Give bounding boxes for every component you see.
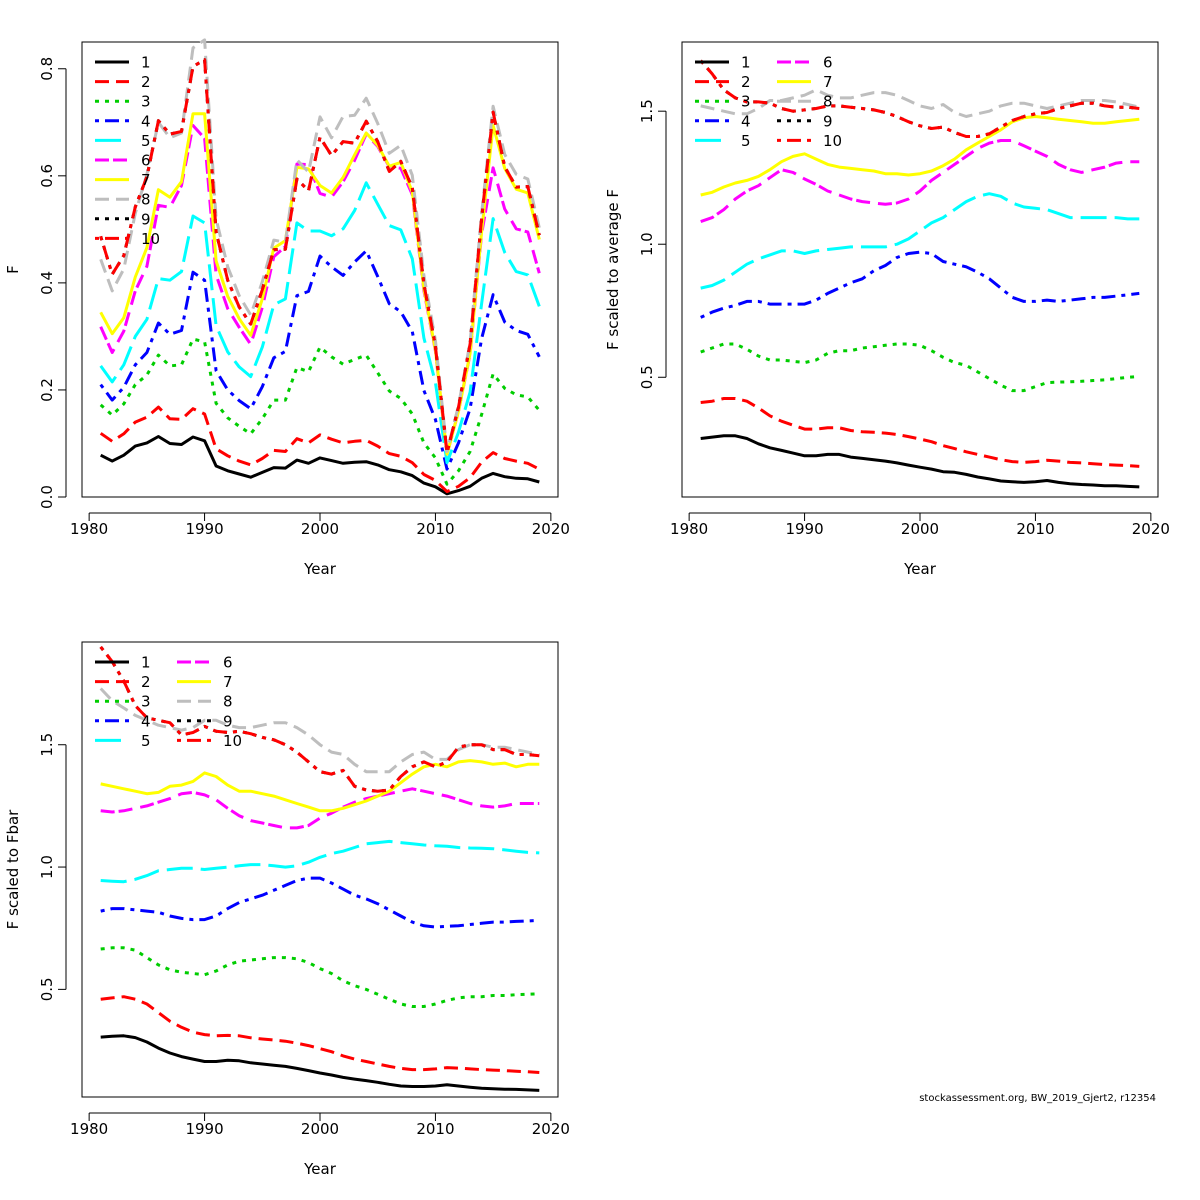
series-line-5 [99,181,541,465]
x-tick-label: 2020 [532,520,570,538]
x-axis-title: Year [303,560,337,578]
x-tick-label: 2020 [532,1120,570,1138]
x-tick-label: 1990 [185,520,223,538]
series-line-3 [100,946,540,1008]
x-axis-title: Year [903,560,937,578]
legend-label-2: 2 [141,73,151,91]
legend-label-1: 1 [141,54,151,72]
x-tick-label: 2000 [301,520,339,538]
y-tick-label: 0.0 [38,485,56,509]
series-line-2 [99,405,540,494]
chart-panel-3: 1980 1990 2000 2010 2020 Year 0.5 1.0 1.5 F scale… [4,641,570,1178]
y-axis-title: F [4,265,22,274]
series-line-5 [100,839,540,884]
legend-label-8: 8 [223,693,233,711]
series-line-7 [99,112,541,456]
y-axis-title: F scaled to average F [604,189,622,350]
series-line-10 [699,59,1140,138]
series-line-5 [700,192,1140,290]
footer-credit: stockassessment.org, BW_2019_Gjert2, r12… [919,1093,1156,1104]
plot-frame [81,41,559,498]
series-line-4 [99,249,541,471]
y-tick-label: 0.5 [38,977,56,1001]
x-tick-label: 1980 [670,520,708,538]
series-line-9 [99,645,540,793]
y-tick-label: 1.5 [38,733,56,757]
legend-label-3: 3 [141,693,151,711]
series-line-1 [100,1034,540,1092]
x-tick-label: 2010 [416,520,454,538]
x-tick-label: 2020 [1132,520,1170,538]
legend-label-10: 10 [823,132,842,150]
series-line-8 [700,88,1140,118]
series-line-6 [99,124,541,456]
legend-label-1: 1 [141,654,151,672]
series-line-3 [99,337,541,486]
series-line-2 [700,397,1140,468]
x-axis-title: Year [303,1160,337,1178]
chart-panel-2: 1980 1990 2000 2010 2020 Year 0.5 1.0 1.5 F scale… [604,41,1170,578]
series-line-10 [99,58,541,455]
y-axis-title: F scaled to Fbar [4,809,22,930]
legend-label-6: 6 [223,654,233,672]
legend-label-3: 3 [741,93,751,111]
legend-label-5: 5 [141,732,151,750]
series-line-7 [100,759,540,813]
series-line-4 [100,876,540,929]
legend-label-7: 7 [141,171,151,189]
legend-label-6: 6 [141,152,151,170]
series-line-6 [100,787,540,830]
legend-label-8: 8 [823,93,833,111]
series-line-10 [99,645,540,793]
x-tick-label: 2000 [301,1120,339,1138]
legend-label-4: 4 [141,712,151,730]
legend-label-8: 8 [141,191,151,209]
legend-label-1: 1 [741,54,751,72]
x-tick-label: 1980 [70,1120,108,1138]
legend-label-2: 2 [741,73,751,91]
legend-label-2: 2 [141,673,151,691]
y-tick-label: 0.8 [38,57,56,81]
x-tick-label: 1990 [185,1120,223,1138]
legend-label-3: 3 [141,93,151,111]
legend-label-6: 6 [823,54,833,72]
plot-frame [681,41,1159,498]
x-tick-label: 2010 [416,1120,454,1138]
y-tick-label: 0.4 [38,271,56,295]
x-tick-label: 1980 [70,520,108,538]
legend-label-10: 10 [223,732,242,750]
legend-label-7: 7 [823,73,833,91]
y-tick-label: 1.0 [38,855,56,879]
y-tick-label: 0.6 [38,164,56,188]
plot-frame [81,641,559,1098]
legend-label-9: 9 [141,210,151,228]
y-tick-label: 1.5 [638,99,656,123]
series-line-1 [100,435,540,496]
legend-label-7: 7 [223,673,233,691]
y-tick-label: 0.5 [638,365,656,389]
series-line-1 [700,434,1140,489]
legend-label-9: 9 [223,712,233,730]
x-tick-label: 2010 [1016,520,1054,538]
legend-label-9: 9 [823,112,833,130]
x-tick-label: 1990 [785,520,823,538]
series-line-7 [700,115,1140,197]
y-tick-label: 0.2 [38,378,56,402]
chart-panel-1: 1980 1990 2000 2010 2020 Year 0.0 0.2 0.4 0.6 0.8 F… [4,38,570,578]
series-line-8 [99,38,541,453]
legend-label-4: 4 [141,112,151,130]
legend-label-10: 10 [141,230,160,248]
series-line-3 [700,342,1140,393]
legend-label-5: 5 [741,132,751,150]
legend-label-4: 4 [741,112,751,130]
series-line-6 [700,139,1140,224]
legend-label-5: 5 [141,132,151,150]
series-line-2 [100,995,540,1074]
series-line-4 [700,250,1140,319]
y-tick-label: 1.0 [638,232,656,256]
x-tick-label: 2000 [901,520,939,538]
series-line-8 [99,687,540,774]
